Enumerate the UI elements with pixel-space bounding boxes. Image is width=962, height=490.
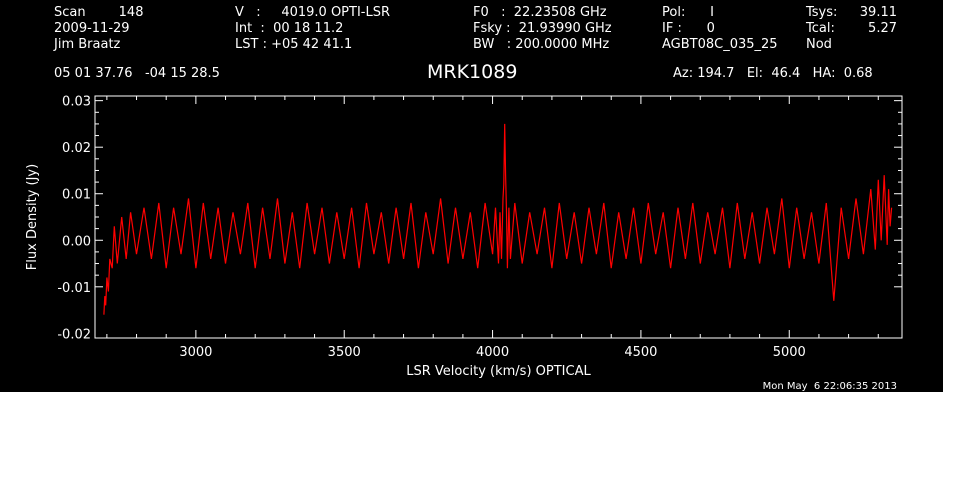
header-nod-label: Nod [806, 37, 832, 52]
header-integration: Int : 00 18 11.2 [235, 21, 344, 36]
y-tick-label: -0.01 [57, 281, 91, 296]
y-tick-label: -0.02 [57, 327, 91, 342]
x-tick-label: 5000 [773, 345, 806, 360]
y-tick-label: 0.00 [62, 234, 91, 249]
header-bw: BW : 200.0000 MHz [473, 37, 610, 52]
x-tick-label: 3000 [179, 345, 212, 360]
x-tick-label: 4000 [476, 345, 509, 360]
series-line-0 [103, 123, 893, 315]
header-project: AGBT08C_035_25 [662, 37, 778, 52]
header-pointing: Az: 194.7 El: 46.4 HA: 0.68 [673, 66, 873, 81]
header-pol: Pol: I [662, 5, 714, 20]
axes-frame [94, 95, 903, 339]
chart-title: MRK1089 [427, 61, 518, 83]
header-fsky: Fsky : 21.93990 GHz [473, 21, 612, 36]
header-scan: Scan 148 [54, 5, 144, 20]
y-tick-label: 0.03 [62, 95, 91, 110]
header-if: IF : 0 [662, 21, 715, 36]
header-f0: F0 : 22.23508 GHz [473, 5, 607, 20]
y-tick-label: 0.02 [62, 141, 91, 156]
header-observer: Jim Braatz [54, 37, 121, 52]
header-tsys-label: Tsys: [806, 5, 838, 20]
header-lst: LST : +05 42 41.1 [235, 37, 353, 52]
header-tsys-value: 39.11 [859, 5, 897, 20]
y-tick-label: 0.01 [62, 188, 91, 203]
spectrum-chart: 3000 3500 4000 4500 5000 -0.02 -0.01 0.00 0.01 0.… [25, 95, 903, 379]
timestamp: Mon May 6 22:06:35 2013 [762, 381, 897, 392]
plot-area: Scan 148 2009-11-29 Jim Braatz V : 4019.… [0, 0, 943, 392]
x-axis-label: LSR Velocity (km/s) OPTICAL [406, 364, 591, 379]
header-tcal-label: Tcal: [806, 21, 835, 36]
y-axis-label: Flux Density (Jy) [25, 164, 40, 270]
header-date: 2009-11-29 [54, 21, 130, 36]
header-coords: 05 01 37.76 -04 15 28.5 [54, 66, 220, 81]
header-tcal-value: 5.27 [868, 21, 897, 36]
x-tick-label: 3500 [328, 345, 361, 360]
x-tick-label: 4500 [624, 345, 657, 360]
header-velocity: V : 4019.0 OPTI-LSR [235, 5, 391, 20]
